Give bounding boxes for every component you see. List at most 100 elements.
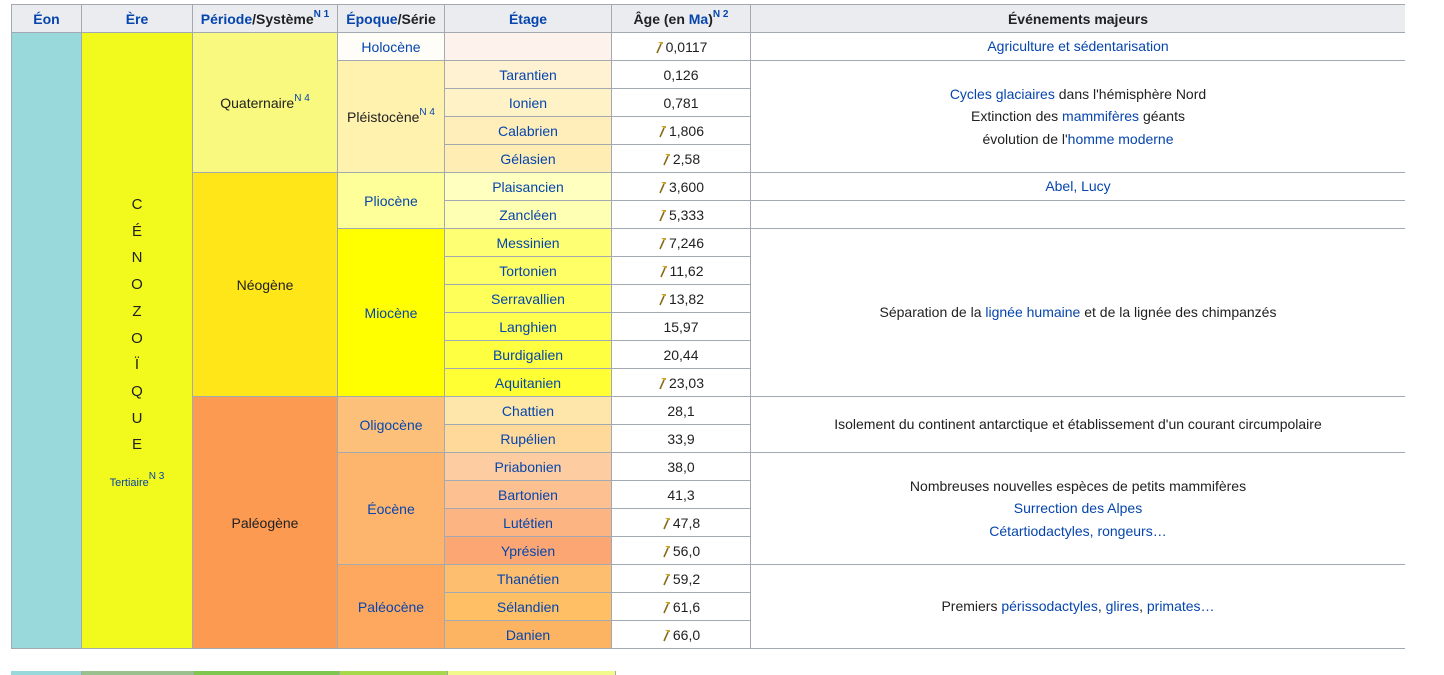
link[interactable]: Surrection des Alpes xyxy=(1013,500,1143,517)
stage-name[interactable]: Chattien xyxy=(501,402,555,419)
eon-cell xyxy=(11,32,82,649)
stage-cell: Chattien xyxy=(444,396,612,425)
age-value: 41,3 xyxy=(667,486,695,503)
event-cell: Séparation de la lignée humaine et de la… xyxy=(750,228,1405,397)
epoch-cell-name[interactable]: Holocène xyxy=(361,38,421,55)
link[interactable]: Ère xyxy=(125,10,149,27)
stage-name[interactable]: Sélandien xyxy=(496,598,560,615)
golden-spike xyxy=(659,181,666,193)
epoch-cell-name[interactable]: Pliocène xyxy=(364,192,418,209)
age-cell: 23,03 xyxy=(611,368,751,397)
age-cell: 56,0 xyxy=(611,536,751,565)
event-cell: Cycles glaciaires dans l'hémisphère Nord… xyxy=(750,60,1405,173)
next-row-strip xyxy=(11,671,1405,675)
era-note-text[interactable]: Tertiaire xyxy=(109,477,149,490)
link[interactable]: lignée humaine xyxy=(985,304,1081,321)
link[interactable]: Abel, Lucy xyxy=(1045,178,1111,195)
epoch-cell-name[interactable]: Miocène xyxy=(364,304,418,321)
stage-name[interactable]: Danien xyxy=(505,626,551,643)
stage-cell: Danien xyxy=(444,620,612,649)
age-value: 56,0 xyxy=(672,542,701,559)
stage-name[interactable]: Serravallien xyxy=(491,290,565,307)
link[interactable]: Étage xyxy=(508,10,548,27)
text: Premiers xyxy=(941,598,1002,615)
age-cell: 41,3 xyxy=(611,480,751,509)
epoch-cell-name[interactable]: Paléocène xyxy=(357,598,425,615)
epoch-cell-name[interactable]: Éocène xyxy=(367,500,415,517)
age-cell: 11,62 xyxy=(611,256,751,285)
stage-name[interactable]: Priabonien xyxy=(494,458,562,475)
stage-cell: Rupélien xyxy=(444,424,612,453)
stage-cell: Gélasien xyxy=(444,144,612,173)
event-line: Cétartiodactyles, rongeurs… xyxy=(755,520,1401,543)
stage-name[interactable]: Ionien xyxy=(508,94,548,111)
age-value: 61,6 xyxy=(672,598,701,615)
table-wrap: Éon Ère Période/SystèmeN 1 Époque/Série Étag… xyxy=(11,4,1405,675)
rest-strip xyxy=(616,671,1405,675)
stage-name[interactable]: Calabrien xyxy=(498,122,558,139)
link[interactable]: Période xyxy=(200,10,253,27)
stage-name[interactable]: Aquitanien xyxy=(494,374,562,391)
age-cell: 0,0117 xyxy=(611,32,751,61)
stage-name[interactable]: Lutétien xyxy=(503,514,553,531)
age-value: 5,333 xyxy=(668,206,705,223)
stage-name[interactable]: Messinien xyxy=(496,234,560,251)
note-ref[interactable]: N 2 xyxy=(712,8,729,20)
text: Séparation de la xyxy=(879,304,986,321)
link[interactable]: glires xyxy=(1105,598,1140,615)
stage-row: Bartonien 41,3 xyxy=(12,480,1406,509)
age-cell: 3,600 xyxy=(611,172,751,201)
stage-cell: Ionien xyxy=(444,88,612,117)
stage-row: Lutétien 47,8 xyxy=(12,508,1406,537)
stage-name[interactable]: Bartonien xyxy=(498,486,558,503)
age-value: 38,0 xyxy=(667,458,695,475)
stage-name[interactable]: Burdigalien xyxy=(492,346,564,363)
golden-spike xyxy=(663,545,670,557)
link[interactable]: homme moderne xyxy=(1067,130,1174,147)
event-line: Séparation de la lignée humaine et de la… xyxy=(755,301,1401,324)
link[interactable]: Époque xyxy=(346,10,398,27)
age-value: 23,03 xyxy=(668,374,705,391)
epoch-cell-name[interactable]: Oligocène xyxy=(359,416,423,433)
link[interactable]: primates… xyxy=(1146,598,1215,615)
age-cell: 20,44 xyxy=(611,340,751,369)
header-cell: Âge (en Ma)N 2 xyxy=(611,4,751,33)
stage-cell: Lutétien xyxy=(444,508,612,537)
link[interactable]: mammifères xyxy=(1062,108,1140,125)
note-ref: N 4 xyxy=(419,106,435,118)
link[interactable]: Cycles glaciaires xyxy=(949,85,1055,102)
stage-name[interactable]: Thanétien xyxy=(496,570,560,587)
age-cell: 38,0 xyxy=(611,452,751,481)
age-value: 0,781 xyxy=(663,94,699,111)
event-cell: Agriculture et sédentarisation xyxy=(750,32,1405,61)
period-cell-name: Paléogène xyxy=(231,514,299,531)
stage-name[interactable]: Tortonien xyxy=(499,262,557,279)
age-value: 20,44 xyxy=(663,346,699,363)
golden-spike xyxy=(659,237,666,249)
event-line: Isolement du continent antarctique et ét… xyxy=(755,413,1401,436)
link[interactable]: périssodactyles xyxy=(1001,598,1098,615)
link[interactable]: Éon xyxy=(33,10,60,27)
age-value: 2,58 xyxy=(672,150,701,167)
link[interactable]: Agriculture et sédentarisation xyxy=(987,38,1169,55)
stage-name[interactable]: Gélasien xyxy=(500,150,556,167)
epoch-cell: Oligocène xyxy=(337,396,445,453)
stage-cell: Priabonien xyxy=(444,452,612,481)
stage-name[interactable]: Rupélien xyxy=(500,430,556,447)
text: Événements majeurs xyxy=(1007,10,1149,27)
age-cell: 7,246 xyxy=(611,228,751,257)
age-value: 0,126 xyxy=(663,66,699,83)
link[interactable]: Ma xyxy=(688,10,709,27)
header-cell: Étage xyxy=(444,4,612,33)
event-line: Abel, Lucy xyxy=(755,175,1401,198)
stage-name[interactable]: Plaisancien xyxy=(492,178,564,195)
stage-name[interactable]: Tarantien xyxy=(499,66,557,83)
epoch-strip xyxy=(340,671,448,675)
stage-name[interactable]: Langhien xyxy=(499,318,557,335)
stage-row: Yprésien 56,0 xyxy=(12,536,1406,565)
stage-name[interactable]: Zancléen xyxy=(499,206,557,223)
stage-name[interactable]: Yprésien xyxy=(500,542,556,559)
note-ref[interactable]: N 1 xyxy=(313,8,330,20)
stage-row: Calabrien 1,806 xyxy=(12,116,1406,145)
link[interactable]: Cétartiodactyles, rongeurs… xyxy=(989,522,1167,539)
